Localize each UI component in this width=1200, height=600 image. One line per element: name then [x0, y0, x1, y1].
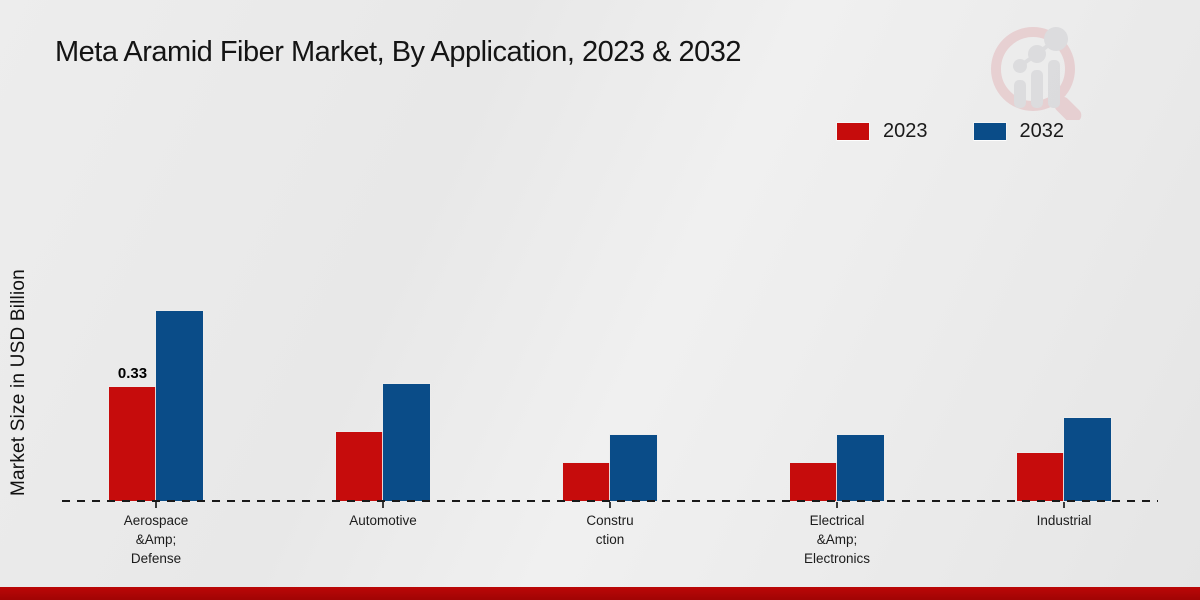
- bar-2023-aerospace-amp-defense: [108, 386, 157, 502]
- category-label-electrical-amp-electronics: Electrical &Amp; Electronics: [757, 511, 917, 568]
- bar-2032-industrial: [1063, 417, 1112, 502]
- category-label-line: &Amp;: [135, 532, 177, 547]
- bar-2032-aerospace-amp-defense: [155, 310, 204, 502]
- legend-label: 2023: [883, 120, 928, 142]
- category-label-line: Electrical: [809, 513, 865, 528]
- x-axis-tick: [609, 502, 611, 508]
- x-axis-tick: [155, 502, 157, 508]
- legend-label: 2032: [1019, 120, 1065, 142]
- category-label-line: Aerospace: [123, 513, 189, 528]
- legend-swatch-2023: [837, 123, 869, 140]
- x-axis-dashed-line: [62, 500, 1158, 502]
- legend: 2023 2032: [837, 120, 1064, 143]
- category-label-constru-ction: Constru ction: [530, 511, 690, 549]
- x-axis-tick: [1063, 502, 1065, 508]
- category-label-line: Electronics: [803, 551, 871, 566]
- bar-2023-electrical-amp-electronics: [789, 462, 838, 502]
- category-label-line: Automotive: [349, 513, 417, 528]
- bar-2032-automotive: [382, 383, 431, 502]
- legend-item-2032: 2032: [973, 120, 1065, 143]
- category-label-line: Industrial: [1036, 513, 1092, 528]
- market-research-logo-watermark: [991, 27, 1082, 120]
- legend-swatch-2032: [973, 123, 1006, 140]
- category-label-aerospace-amp-defense: Aerospace &Amp; Defense: [76, 511, 236, 568]
- bar-2032-electrical-amp-electronics: [836, 434, 885, 502]
- bar-2023-constru-ction: [562, 462, 611, 502]
- category-label-line: Constru: [586, 513, 634, 528]
- chart-title: Meta Aramid Fiber Market, By Application…: [55, 36, 741, 68]
- category-label-line: &Amp;: [816, 532, 858, 547]
- category-label-industrial: Industrial: [984, 511, 1144, 530]
- bar-2032-constru-ction: [609, 434, 658, 502]
- legend-item-2023: 2023: [837, 120, 928, 143]
- x-axis-tick: [836, 502, 838, 508]
- bottom-red-strip: [0, 587, 1200, 600]
- bar-value-label: 0.33: [117, 365, 148, 382]
- bar-2023-automotive: [335, 431, 384, 502]
- bar-2023-industrial: [1016, 452, 1065, 502]
- x-axis-tick: [382, 502, 384, 508]
- category-label-line: Defense: [130, 551, 182, 566]
- category-label-line: ction: [595, 532, 625, 547]
- category-label-automotive: Automotive: [303, 511, 463, 530]
